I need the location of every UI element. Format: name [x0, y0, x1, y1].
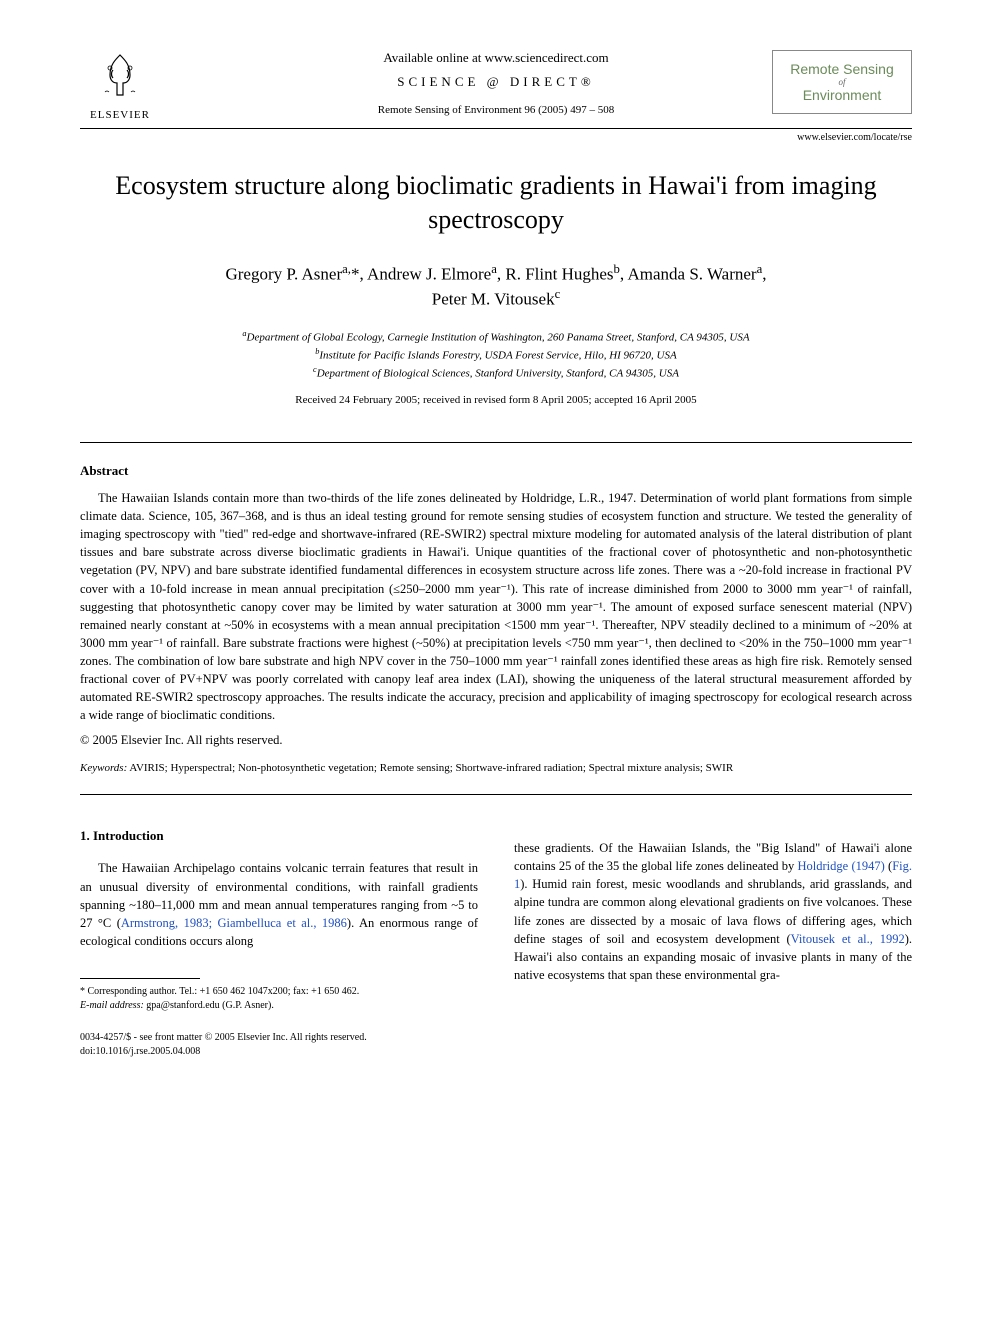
email-address: gpa@stanford.edu (G.P. Asner). [146, 1000, 274, 1011]
column-left: 1. Introduction The Hawaiian Archipelago… [80, 827, 478, 1013]
footer-doi: doi:10.1016/j.rse.2005.04.008 [80, 1045, 367, 1059]
keywords-label: Keywords: [80, 762, 127, 774]
header: ELSEVIER Remote Sensing of Environment w… [80, 50, 912, 129]
journal-name-line2: Environment [779, 87, 905, 103]
footer-issn: 0034-4257/$ - see front matter © 2005 El… [80, 1031, 367, 1045]
elsevier-tree-icon [95, 50, 145, 100]
article-title: Ecosystem structure along bioclimatic gr… [80, 169, 912, 237]
footnote-email: E-mail address: gpa@stanford.edu (G.P. A… [80, 999, 478, 1013]
journal-name-line1: Remote Sensing [779, 61, 905, 77]
divider-top [80, 442, 912, 443]
body-two-column: 1. Introduction The Hawaiian Archipelago… [80, 827, 912, 1013]
intro-paragraph-left: The Hawaiian Archipelago contains volcan… [80, 859, 478, 950]
citation-vitousek[interactable]: Vitousek et al., 1992 [791, 932, 905, 946]
footnote-rule [80, 978, 200, 979]
elsevier-text: ELSEVIER [80, 109, 160, 121]
affiliation-c: cDepartment of Biological Sciences, Stan… [80, 364, 912, 382]
journal-logo-box: Remote Sensing of Environment [772, 50, 912, 114]
page-container: ELSEVIER Remote Sensing of Environment w… [0, 0, 992, 1099]
citation-holdridge[interactable]: Holdridge (1947) [798, 859, 885, 873]
copyright-text: © 2005 Elsevier Inc. All rights reserved… [80, 733, 912, 748]
footer-left: 0034-4257/$ - see front matter © 2005 El… [80, 1031, 367, 1059]
affiliations: aDepartment of Global Ecology, Carnegie … [80, 328, 912, 382]
keywords: Keywords: AVIRIS; Hyperspectral; Non-pho… [80, 762, 912, 774]
intro-heading: 1. Introduction [80, 827, 478, 846]
authors-list: Gregory P. Asnera,*, Andrew J. Elmorea, … [80, 261, 912, 312]
affiliation-a: aDepartment of Global Ecology, Carnegie … [80, 328, 912, 346]
article-dates: Received 24 February 2005; received in r… [80, 394, 912, 406]
abstract-text: The Hawaiian Islands contain more than t… [80, 489, 912, 725]
citation-armstrong[interactable]: Armstrong, 1983; Giambelluca et al., 198… [121, 916, 347, 930]
journal-url: www.elsevier.com/locate/rse [797, 132, 912, 143]
journal-name-of: of [779, 77, 905, 87]
affiliation-b: bInstitute for Pacific Islands Forestry,… [80, 346, 912, 364]
footnote-corresponding: * Corresponding author. Tel.: +1 650 462… [80, 985, 478, 999]
intro-paragraph-right: these gradients. Of the Hawaiian Islands… [514, 839, 912, 984]
abstract-heading: Abstract [80, 463, 912, 479]
keywords-text: AVIRIS; Hyperspectral; Non-photosyntheti… [129, 762, 733, 774]
column-right: these gradients. Of the Hawaiian Islands… [514, 827, 912, 1013]
elsevier-logo: ELSEVIER [80, 50, 160, 121]
email-label: E-mail address: [80, 1000, 144, 1011]
page-footer: 0034-4257/$ - see front matter © 2005 El… [80, 1031, 912, 1059]
divider-bottom [80, 794, 912, 795]
